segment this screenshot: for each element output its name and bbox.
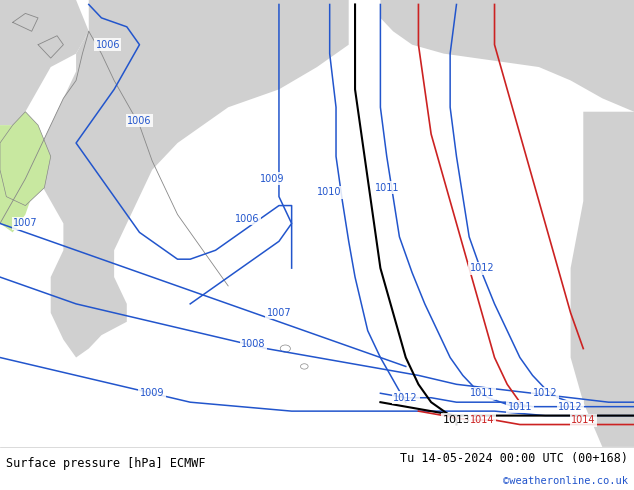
Text: 1011: 1011: [470, 388, 494, 398]
Text: 1012: 1012: [470, 263, 494, 273]
Text: 1011: 1011: [508, 402, 532, 412]
Text: 1012: 1012: [394, 392, 418, 403]
Text: 1014: 1014: [470, 415, 494, 425]
Polygon shape: [380, 0, 634, 112]
Text: 1012: 1012: [559, 402, 583, 412]
Text: 1013: 1013: [443, 415, 470, 425]
Text: Tu 14-05-2024 00:00 UTC (00+168): Tu 14-05-2024 00:00 UTC (00+168): [399, 452, 628, 466]
Text: 1007: 1007: [13, 219, 37, 228]
Text: 1006: 1006: [235, 214, 259, 224]
Polygon shape: [38, 0, 349, 358]
Text: 1009: 1009: [140, 388, 164, 398]
Polygon shape: [571, 112, 634, 447]
Polygon shape: [0, 112, 51, 206]
Text: 1012: 1012: [533, 388, 557, 398]
Text: 1009: 1009: [261, 174, 285, 184]
Text: 1011: 1011: [375, 183, 399, 193]
Text: 1008: 1008: [242, 339, 266, 349]
Text: ©weatheronline.co.uk: ©weatheronline.co.uk: [503, 475, 628, 486]
Text: 1010: 1010: [318, 187, 342, 197]
Text: 1014: 1014: [571, 415, 595, 425]
Text: 1007: 1007: [267, 308, 291, 318]
Text: Surface pressure [hPa] ECMWF: Surface pressure [hPa] ECMWF: [6, 457, 206, 470]
Text: 1006: 1006: [96, 40, 120, 49]
Polygon shape: [0, 0, 89, 125]
Polygon shape: [0, 112, 38, 232]
Text: 1006: 1006: [127, 116, 152, 125]
